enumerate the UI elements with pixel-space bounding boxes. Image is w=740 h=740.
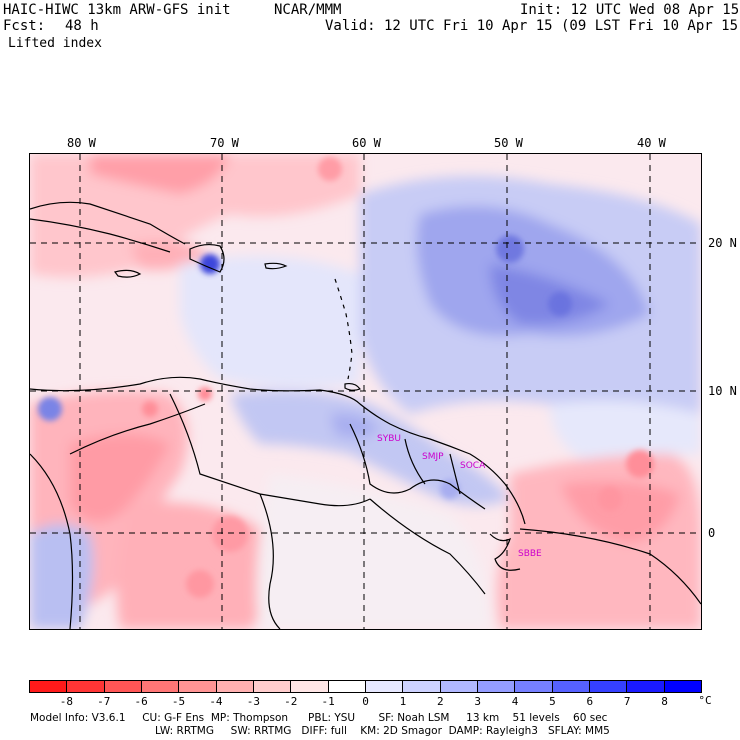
legend-unit: °C: [698, 694, 712, 707]
forecast-hour: 48 h: [65, 18, 99, 34]
legend-swatch: [179, 681, 217, 692]
legend-tick-label: -4: [209, 695, 223, 708]
station-sbbe: SBBE: [518, 549, 542, 559]
legend-tick-label: -7: [97, 695, 111, 708]
legend-swatch: [216, 681, 254, 692]
legend-swatch: [253, 681, 292, 692]
station-sybu: SYBU: [377, 434, 401, 444]
legend-tick-label: -1: [321, 695, 335, 708]
color-legend: [29, 680, 702, 693]
model-info-line1: Model Info: V3.6.1 CU: G-F Ens MP: Thomp…: [30, 712, 608, 724]
lon-label-70w: 70 W: [210, 136, 239, 150]
forecast-label: Fcst:: [3, 18, 46, 34]
lon-label-60w: 60 W: [352, 136, 381, 150]
lat-label-0: 0: [708, 526, 716, 540]
lon-label-80w: 80 W: [67, 136, 96, 150]
legend-swatch: [589, 681, 628, 692]
legend-tick-label: -6: [134, 695, 148, 708]
legend-tick-label: -5: [171, 695, 186, 708]
legend-tick-label: -8: [59, 695, 73, 708]
valid-time: Valid: 12 UTC Fri 10 Apr 15 (09 LST Fri …: [325, 18, 740, 34]
legend-tick-label: 6: [586, 695, 594, 708]
legend-swatch: [477, 681, 516, 692]
field-name: Lifted index: [8, 36, 102, 51]
legend-swatch: [365, 681, 404, 692]
legend-tick-label: -3: [246, 695, 260, 708]
graticule: [30, 154, 701, 629]
model-info-line2: LW: RRTMG SW: RRTMG DIFF: full KM: 2D Sm…: [155, 725, 610, 737]
legend-swatch: [664, 681, 701, 692]
legend-swatch: [403, 681, 441, 692]
legend-swatch: [67, 681, 105, 692]
map-canvas: SYBU SMJP SOCA SBBE: [30, 154, 701, 629]
field-shading: [30, 154, 701, 629]
legend-tick-label: 3: [474, 695, 481, 708]
legend-tick-label: 1: [399, 695, 407, 708]
legend-swatch: [104, 681, 142, 692]
lat-label-10n: 10 N: [708, 384, 737, 398]
legend-tick-label: 7: [623, 695, 631, 708]
lat-label-20n: 20 N: [708, 236, 737, 250]
lifted-index-map[interactable]: SYBU SMJP SOCA SBBE: [29, 153, 702, 630]
legend-tick-label: 2: [436, 695, 444, 708]
legend-tick-label: 4: [511, 695, 519, 708]
station-smjp: SMJP: [422, 452, 444, 462]
legend-swatch: [30, 681, 68, 692]
coastlines: [30, 201, 701, 629]
legend-swatch: [627, 681, 665, 692]
legend-swatch: [141, 681, 180, 692]
legend-swatch: [328, 681, 366, 692]
field-detail: [38, 157, 654, 598]
legend-swatch: [552, 681, 590, 692]
org-label: NCAR/MMM: [274, 2, 342, 18]
legend-tick-label: -2: [284, 695, 298, 708]
legend-tick-label: 5: [549, 695, 556, 708]
legend-tick-label: 0: [362, 695, 369, 708]
legend-swatch: [515, 681, 553, 692]
lon-label-50w: 50 W: [494, 136, 523, 150]
model-title: HAIC-HIWC 13km ARW-GFS init: [3, 2, 231, 18]
station-soca: SOCA: [460, 461, 486, 471]
legend-swatch: [291, 681, 329, 692]
init-time: Init: 12 UTC Wed 08 Apr 15: [520, 2, 740, 18]
legend-swatch: [440, 681, 478, 692]
lon-label-40w: 40 W: [637, 136, 666, 150]
legend-tick-label: 8: [661, 695, 668, 708]
